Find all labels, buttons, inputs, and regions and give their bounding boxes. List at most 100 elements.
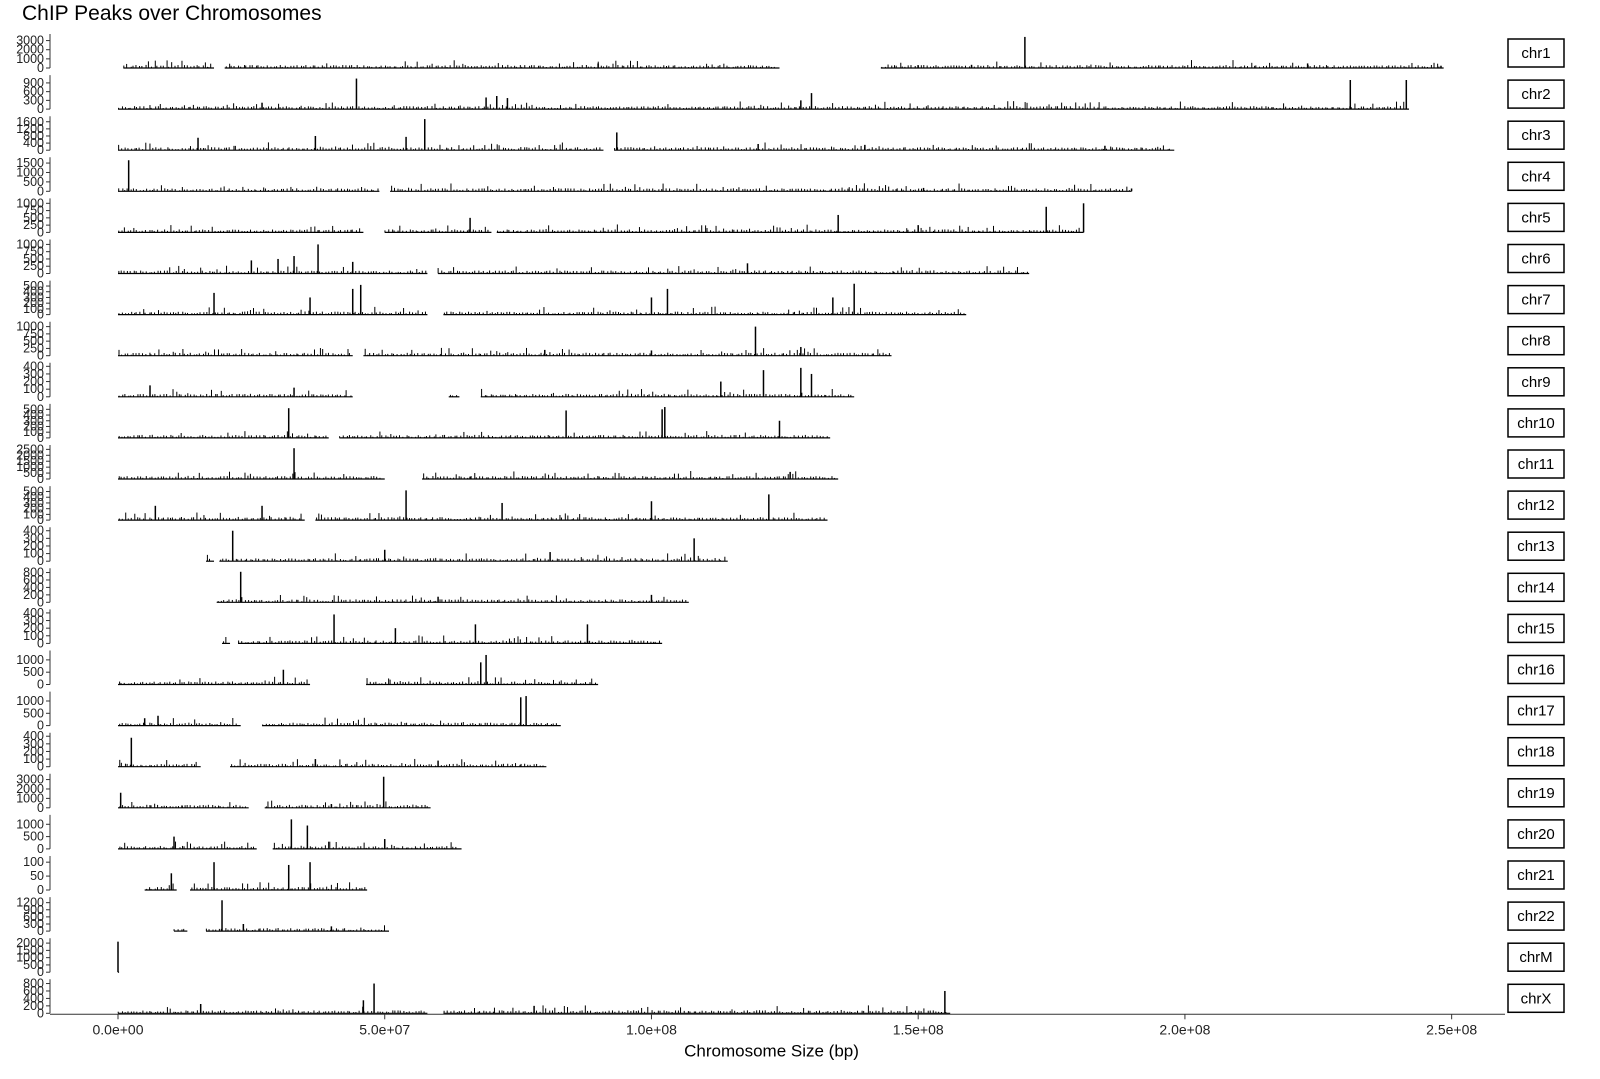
y-tick-label: 750 <box>23 327 44 341</box>
y-tick-label: 3000 <box>16 773 44 787</box>
facet-strip-label: chr1 <box>1521 45 1550 62</box>
y-tick-label: 900 <box>23 76 44 90</box>
y-tick-label: 0 <box>37 61 44 75</box>
y-tick-label: 800 <box>23 129 44 143</box>
y-tick-label: 600 <box>23 85 44 99</box>
y-tick-label: 1000 <box>16 320 44 334</box>
y-tick-label: 500 <box>23 665 44 679</box>
facet-strip-label: chr12 <box>1517 497 1555 514</box>
y-tick-label: 500 <box>23 485 44 499</box>
y-tick-label: 600 <box>23 573 44 587</box>
y-tick-label: 300 <box>23 367 44 381</box>
background-peaks <box>118 101 1407 110</box>
background-peaks <box>217 594 687 603</box>
facet-strip-label: chr13 <box>1517 538 1555 555</box>
y-tick-label: 300 <box>23 737 44 751</box>
facet-strip-label: chr2 <box>1521 86 1550 103</box>
y-tick-label: 800 <box>23 566 44 580</box>
background-peaks <box>118 224 1080 233</box>
y-tick-label: 400 <box>23 606 44 620</box>
y-tick-label: 500 <box>23 402 44 416</box>
facet-strip <box>1507 120 1565 150</box>
y-tick-label: 400 <box>23 359 44 373</box>
background-peaks <box>118 265 1028 274</box>
facet-strip-label: chr4 <box>1521 168 1550 185</box>
y-tick-label: 2000 <box>16 43 44 57</box>
background-peaks <box>223 635 660 644</box>
y-tick-label: 400 <box>23 490 44 504</box>
y-tick-label: 0 <box>37 595 44 609</box>
y-tick-label: 400 <box>23 285 44 299</box>
y-tick-label: 0 <box>37 225 44 239</box>
background-peaks <box>119 758 544 767</box>
y-tick-label: 200 <box>23 621 44 635</box>
y-tick-label: 500 <box>23 830 44 844</box>
facet-strip-label: chr5 <box>1521 209 1550 226</box>
y-tick-label: 100 <box>23 752 44 766</box>
facet-strip <box>1507 531 1565 561</box>
y-tick-label: 0 <box>37 554 44 568</box>
y-tick-label: 100 <box>23 382 44 396</box>
y-tick-label: 300 <box>23 414 44 428</box>
y-tick-label: 400 <box>23 580 44 594</box>
y-tick-label: 400 <box>23 524 44 538</box>
y-tick-label: 2000 <box>16 448 44 462</box>
facet-strip <box>1507 490 1565 520</box>
facet-strip <box>1507 79 1565 109</box>
facet-strip-label: chr14 <box>1517 579 1555 596</box>
background-peaks <box>123 60 1440 68</box>
y-tick-label: 1200 <box>16 122 44 136</box>
y-tick-label: 500 <box>23 334 44 348</box>
y-tick-label: 500 <box>23 175 44 189</box>
y-tick-label: 1000 <box>16 52 44 66</box>
facet-strip <box>1507 572 1565 603</box>
facet-strip-label: chr6 <box>1521 251 1550 268</box>
facet-strip <box>1507 695 1565 726</box>
y-tick-label: 750 <box>23 204 44 218</box>
y-tick-label: 300 <box>23 531 44 545</box>
y-tick-label: 300 <box>23 496 44 510</box>
y-tick-label: 1500 <box>16 454 44 468</box>
facet-strip-label: chr16 <box>1517 662 1555 679</box>
y-tick-label: 1000 <box>16 791 44 805</box>
y-tick-label: 0 <box>37 184 44 198</box>
y-tick-label: 500 <box>23 252 44 266</box>
y-tick-label: 1000 <box>16 165 44 179</box>
y-tick-label: 0 <box>37 801 44 815</box>
background-peaks <box>118 306 965 315</box>
facet-strip <box>1507 654 1565 685</box>
facet-strip <box>1507 449 1565 479</box>
background-peaks <box>118 142 1170 151</box>
facet-strip-label: chr15 <box>1517 620 1555 637</box>
y-tick-label: 0 <box>37 431 44 445</box>
y-tick-label: 0 <box>37 760 44 774</box>
y-tick-label: 200 <box>23 588 44 602</box>
y-tick-label: 100 <box>23 302 44 316</box>
facet-strip <box>1507 736 1565 767</box>
background-peaks <box>118 388 852 397</box>
y-tick-label: 0 <box>37 390 44 404</box>
y-tick-label: 0 <box>37 349 44 363</box>
y-tick-label: 100 <box>23 425 44 439</box>
y-tick-label: 200 <box>23 744 44 758</box>
y-tick-label: 300 <box>23 93 44 107</box>
background-peaks <box>118 347 890 356</box>
y-tick-label: 1000 <box>16 817 44 831</box>
y-tick-label: 1500 <box>16 156 44 170</box>
y-tick-label: 200 <box>23 375 44 389</box>
y-tick-label: 100 <box>23 629 44 643</box>
y-tick-label: 0 <box>37 842 44 856</box>
facet-strip-label: chr3 <box>1521 127 1550 144</box>
facet-strip <box>1507 161 1565 192</box>
